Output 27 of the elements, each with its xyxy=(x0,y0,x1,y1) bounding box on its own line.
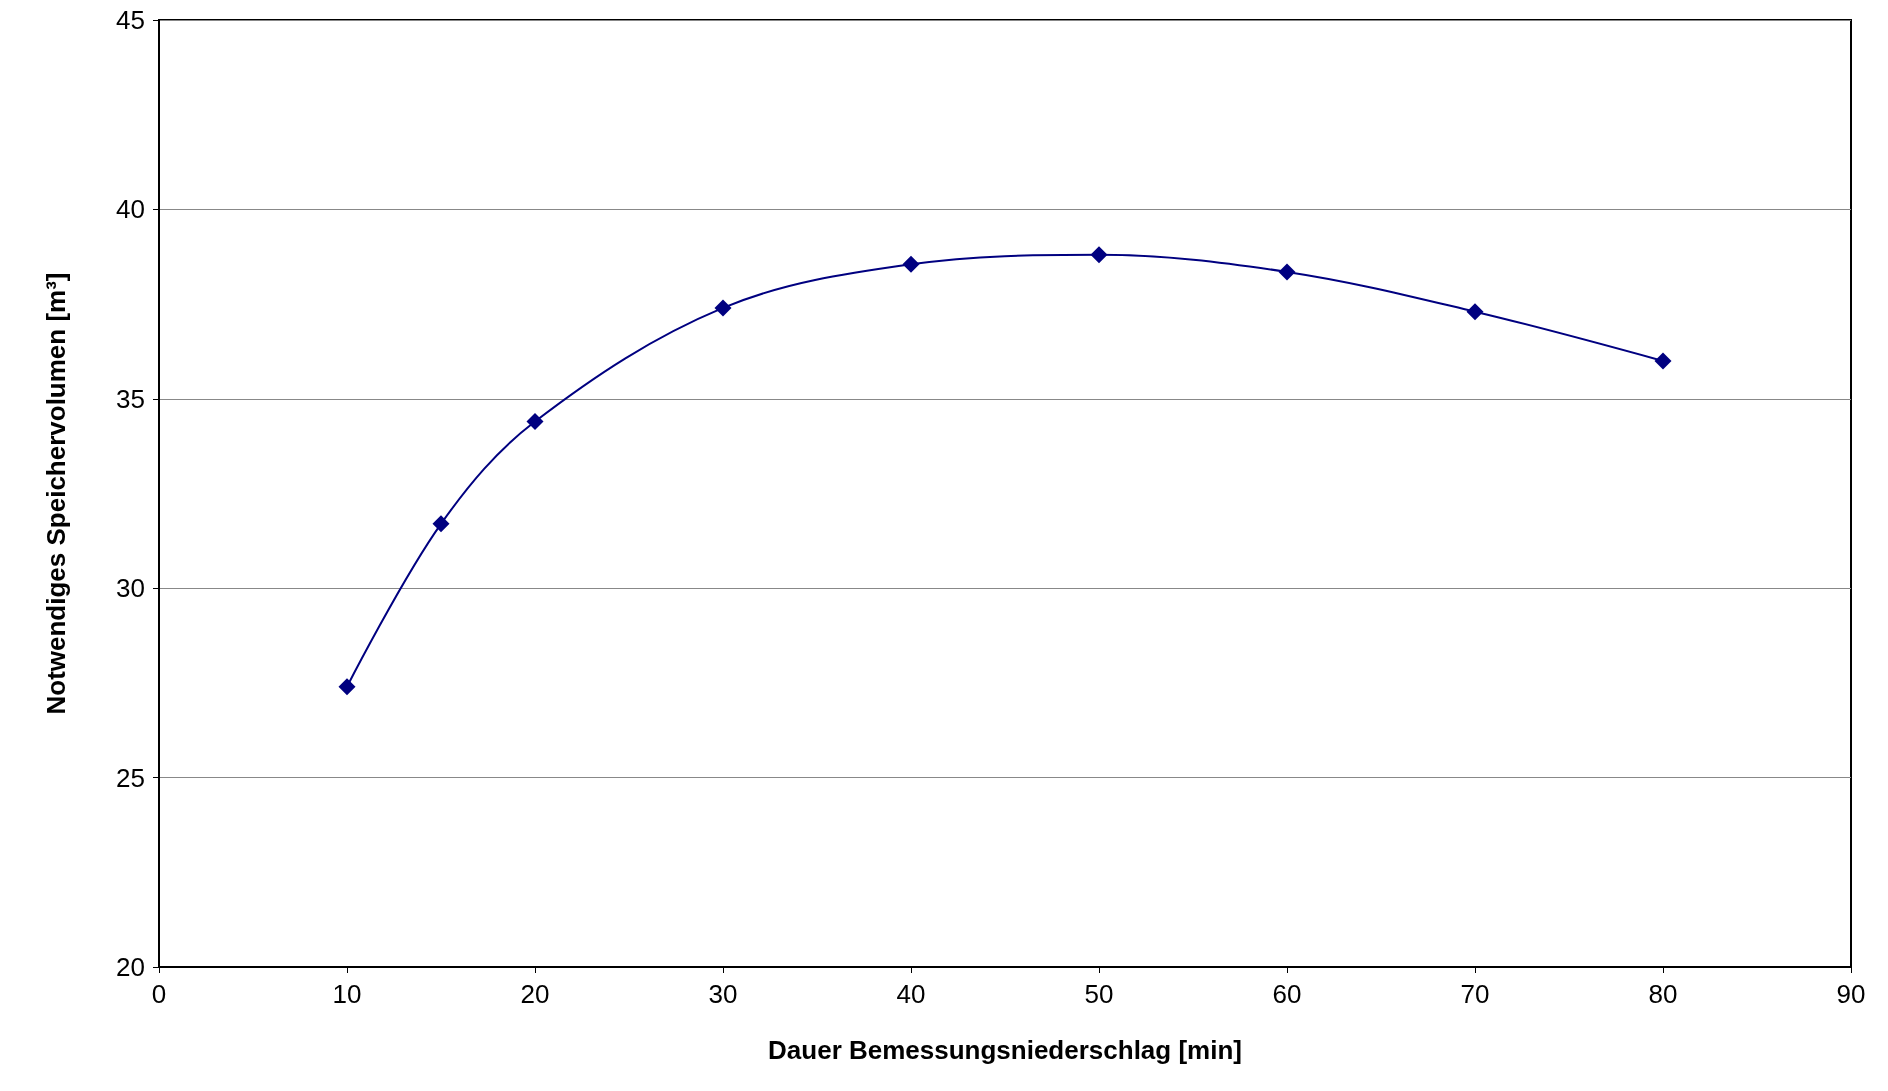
x-tick-label: 90 xyxy=(1836,979,1866,1009)
x-tick-label: 40 xyxy=(896,979,926,1009)
point xyxy=(338,678,356,696)
point xyxy=(714,299,732,317)
y-tick-label: 30 xyxy=(116,573,145,604)
point xyxy=(902,255,920,273)
y-tick-label: 20 xyxy=(116,952,145,982)
y-tick-label: 25 xyxy=(116,762,145,793)
y-tick-label: 35 xyxy=(116,383,145,414)
point xyxy=(526,413,544,431)
point xyxy=(432,515,450,533)
y-tick-label: 45 xyxy=(116,5,145,35)
x-tick-label: 20 xyxy=(520,979,550,1009)
point xyxy=(1278,263,1296,281)
y-axis-title: Notwendiges Speichervolumen [m³] xyxy=(41,272,71,715)
x-tick-label: 70 xyxy=(1460,979,1490,1009)
x-tick-label: 0 xyxy=(151,979,167,1009)
x-axis-title: Dauer Bemessungsniederschlag [min] xyxy=(768,1035,1242,1065)
point xyxy=(1654,352,1672,370)
x-tick-label: 80 xyxy=(1648,979,1678,1009)
point xyxy=(1466,303,1484,321)
x-tick-label: 10 xyxy=(332,979,362,1009)
x-tick-label: 50 xyxy=(1084,979,1114,1009)
x-tick-label: 30 xyxy=(708,979,738,1009)
y-tick-label: 40 xyxy=(116,194,145,225)
point xyxy=(1090,246,1108,264)
x-tick-label: 60 xyxy=(1272,979,1302,1009)
